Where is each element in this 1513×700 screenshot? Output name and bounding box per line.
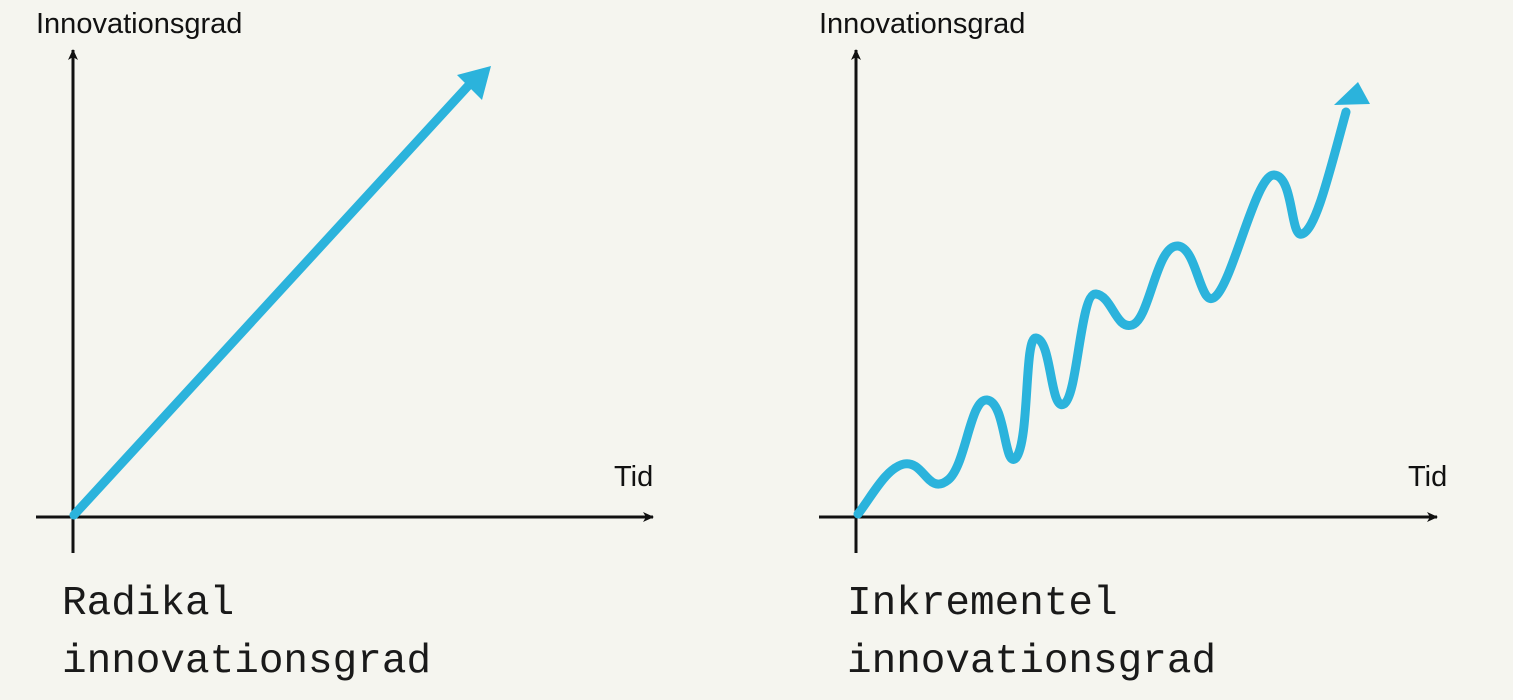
- x-axis-label: Tid: [614, 461, 653, 493]
- panel-radikal: Innovationsgrad Tid: [36, 8, 654, 553]
- y-axis-label: Innovationsgrad: [36, 8, 242, 40]
- caption-line-2: innovationsgrad: [847, 639, 1217, 685]
- caption-line-1: Radikal: [62, 581, 235, 627]
- y-axis-label: Innovationsgrad: [819, 8, 1025, 40]
- radikal-growth-line: [69, 81, 473, 520]
- caption-inkrementel: Inkrementel innovationsgrad: [847, 575, 1216, 691]
- inkrementel-arrowhead: [1334, 82, 1370, 105]
- x-axis-label: Tid: [1408, 461, 1447, 493]
- panel-inkrementel: Innovationsgrad Tid: [819, 8, 1447, 553]
- caption-radikal: Radikal innovationsgrad: [62, 575, 431, 691]
- radikal-arrowhead: [457, 66, 491, 100]
- caption-line-2: innovationsgrad: [62, 639, 432, 685]
- inkrementel-wavy-line: [853, 107, 1351, 519]
- caption-line-1: Inkrementel: [847, 581, 1118, 627]
